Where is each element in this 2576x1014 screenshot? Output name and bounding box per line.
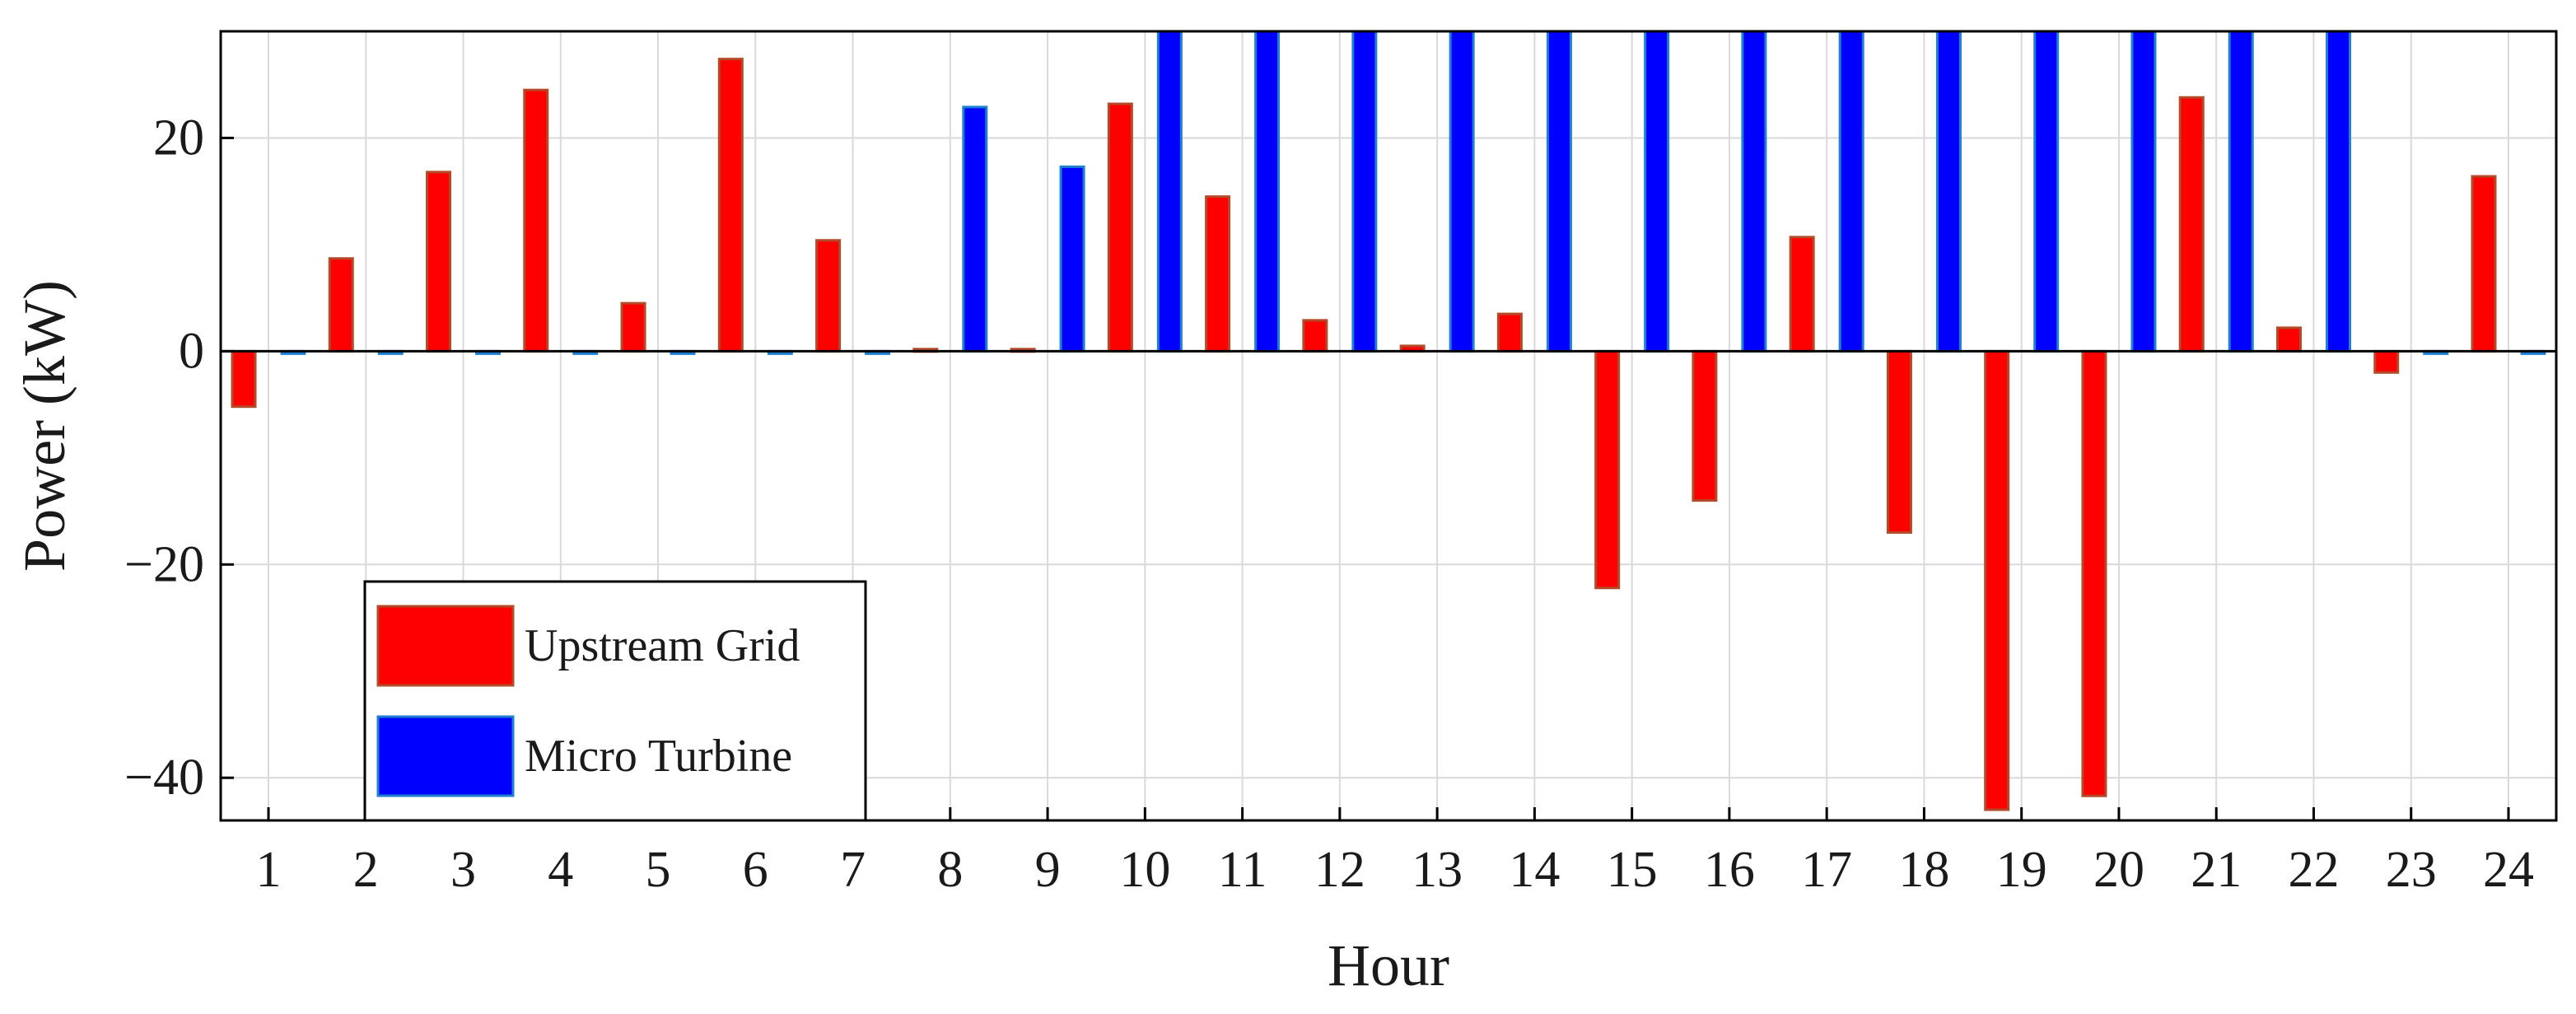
x-tick-label: 7 (840, 842, 866, 898)
bar-upstream-grid-21 (2178, 96, 2205, 353)
legend-swatch-micro-turbine (376, 715, 515, 797)
plot-frame (219, 30, 2558, 822)
y-tick-label: −40 (124, 750, 204, 806)
bar-upstream-grid-19 (1984, 349, 2010, 811)
bar-micro-turbine-10 (1156, 30, 1183, 353)
x-tick-label: 20 (2093, 842, 2144, 898)
bar-upstream-grid-24 (2471, 175, 2497, 353)
x-axis-label: Hour (1328, 932, 1449, 998)
bar-micro-turbine-21 (2228, 30, 2254, 353)
bar-upstream-grid-17 (1789, 236, 1815, 353)
legend: Upstream Grid Micro Turbine (363, 580, 867, 822)
y-tick-label: 0 (179, 323, 204, 379)
bar-upstream-grid-11 (1205, 195, 1231, 353)
x-tick-label: 23 (2386, 842, 2437, 898)
x-tick-label: 6 (743, 842, 768, 898)
bar-micro-turbine-16 (1741, 30, 1767, 353)
bar-micro-turbine-19 (2033, 30, 2060, 353)
legend-label-upstream-grid: Upstream Grid (525, 620, 800, 671)
bar-upstream-grid-3 (426, 171, 452, 353)
bar-micro-turbine-14 (1546, 30, 1572, 353)
ticks: 1 2 3 4 5 6 7 8 9 10 11 12 13 14 15 16 17 18 19 20 21 22 23 24−… (124, 110, 2534, 898)
y-axis-label: Power (kW) (12, 280, 77, 572)
bar-upstream-grid-20 (2081, 349, 2107, 797)
bar-micro-turbine-20 (2130, 30, 2157, 353)
bar-micro-turbine-9 (1059, 165, 1085, 353)
x-tick-label: 19 (1996, 842, 2047, 898)
bar-upstream-grid-1 (231, 349, 257, 409)
x-tick-label: 17 (1801, 842, 1852, 898)
legend-swatch-upstream-grid (376, 605, 515, 687)
x-tick-label: 2 (353, 842, 379, 898)
x-tick-label: 14 (1509, 842, 1560, 898)
x-tick-label: 5 (646, 842, 671, 898)
bar-upstream-grid-6 (717, 58, 744, 353)
bar-upstream-grid-22 (2275, 326, 2302, 353)
x-tick-label: 24 (2483, 842, 2534, 898)
bar-upstream-grid-5 (620, 301, 646, 353)
x-tick-label: 8 (937, 842, 963, 898)
x-tick-label: 4 (548, 842, 573, 898)
bar-upstream-grid-15 (1594, 349, 1621, 590)
legend-label-micro-turbine: Micro Turbine (525, 731, 792, 782)
bar-micro-turbine-15 (1644, 30, 1670, 353)
bar-micro-turbine-13 (1449, 30, 1475, 353)
bar-upstream-grid-4 (523, 88, 549, 353)
bar-upstream-grid-16 (1692, 349, 1718, 502)
bar-micro-turbine-18 (1935, 30, 1962, 353)
bar-upstream-grid-18 (1886, 349, 1912, 534)
y-tick-label: −20 (124, 536, 204, 592)
y-tick-label: 20 (153, 110, 204, 166)
bar-upstream-grid-10 (1107, 102, 1133, 353)
bar-upstream-grid-7 (815, 239, 842, 353)
x-tick-label: 11 (1218, 842, 1267, 898)
x-tick-label: 15 (1607, 842, 1658, 898)
bar-upstream-grid-14 (1496, 312, 1523, 353)
x-tick-label: 21 (2191, 842, 2242, 898)
x-tick-label: 13 (1412, 842, 1463, 898)
bar-upstream-grid-23 (2373, 349, 2400, 374)
x-tick-label: 22 (2288, 842, 2339, 898)
x-tick-label: 3 (450, 842, 476, 898)
x-tick-label: 9 (1035, 842, 1061, 898)
x-tick-label: 12 (1314, 842, 1365, 898)
x-tick-label: 1 (256, 842, 282, 898)
x-tick-label: 10 (1119, 842, 1170, 898)
bar-micro-turbine-22 (2325, 30, 2351, 353)
bar-micro-turbine-11 (1254, 30, 1281, 353)
x-tick-label: 16 (1704, 842, 1755, 898)
bar-upstream-grid-2 (328, 257, 354, 353)
bar-micro-turbine-12 (1351, 30, 1378, 353)
x-tick-label: 18 (1898, 842, 1949, 898)
bar-micro-turbine-17 (1838, 30, 1864, 353)
bar-micro-turbine-8 (962, 105, 988, 353)
bar-upstream-grid-12 (1302, 319, 1328, 353)
